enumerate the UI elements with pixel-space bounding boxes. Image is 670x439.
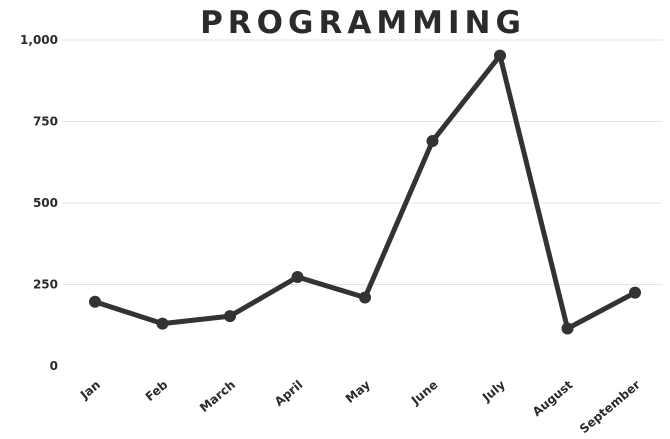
gridlines bbox=[62, 39, 662, 285]
series bbox=[89, 49, 641, 335]
data-point bbox=[426, 135, 439, 148]
data-point bbox=[224, 310, 236, 323]
x-tick-label: July bbox=[479, 377, 508, 405]
y-tick-label: 0 bbox=[50, 359, 58, 373]
x-tick-label: Feb bbox=[143, 377, 171, 404]
x-tick-label: June bbox=[408, 378, 441, 408]
x-tick-label: May bbox=[343, 377, 373, 406]
x-tick-label: September bbox=[577, 378, 643, 437]
y-tick-label: 750 bbox=[33, 115, 58, 129]
data-point bbox=[561, 322, 574, 335]
y-tick-label: 1,000 bbox=[20, 33, 58, 47]
x-tick-label: March bbox=[197, 378, 238, 415]
y-tick-label: 250 bbox=[33, 278, 58, 292]
data-point bbox=[89, 295, 101, 308]
data-point bbox=[359, 291, 371, 304]
y-axis-tick-labels: 0 250 500 750 1,000 bbox=[20, 33, 58, 373]
data-point bbox=[156, 317, 169, 330]
x-axis-tick-labels: Jan Feb March April May June July August Septemb… bbox=[77, 377, 643, 436]
series-line bbox=[92, 53, 638, 332]
y-tick-label: 500 bbox=[33, 196, 58, 210]
data-point bbox=[494, 49, 506, 62]
x-tick-label: August bbox=[530, 377, 576, 419]
x-tick-label: April bbox=[272, 378, 306, 409]
data-point bbox=[629, 286, 641, 299]
data-point bbox=[291, 271, 304, 284]
x-tick-label: Jan bbox=[77, 378, 103, 403]
chart-title: PROGRAMMING bbox=[200, 5, 526, 41]
